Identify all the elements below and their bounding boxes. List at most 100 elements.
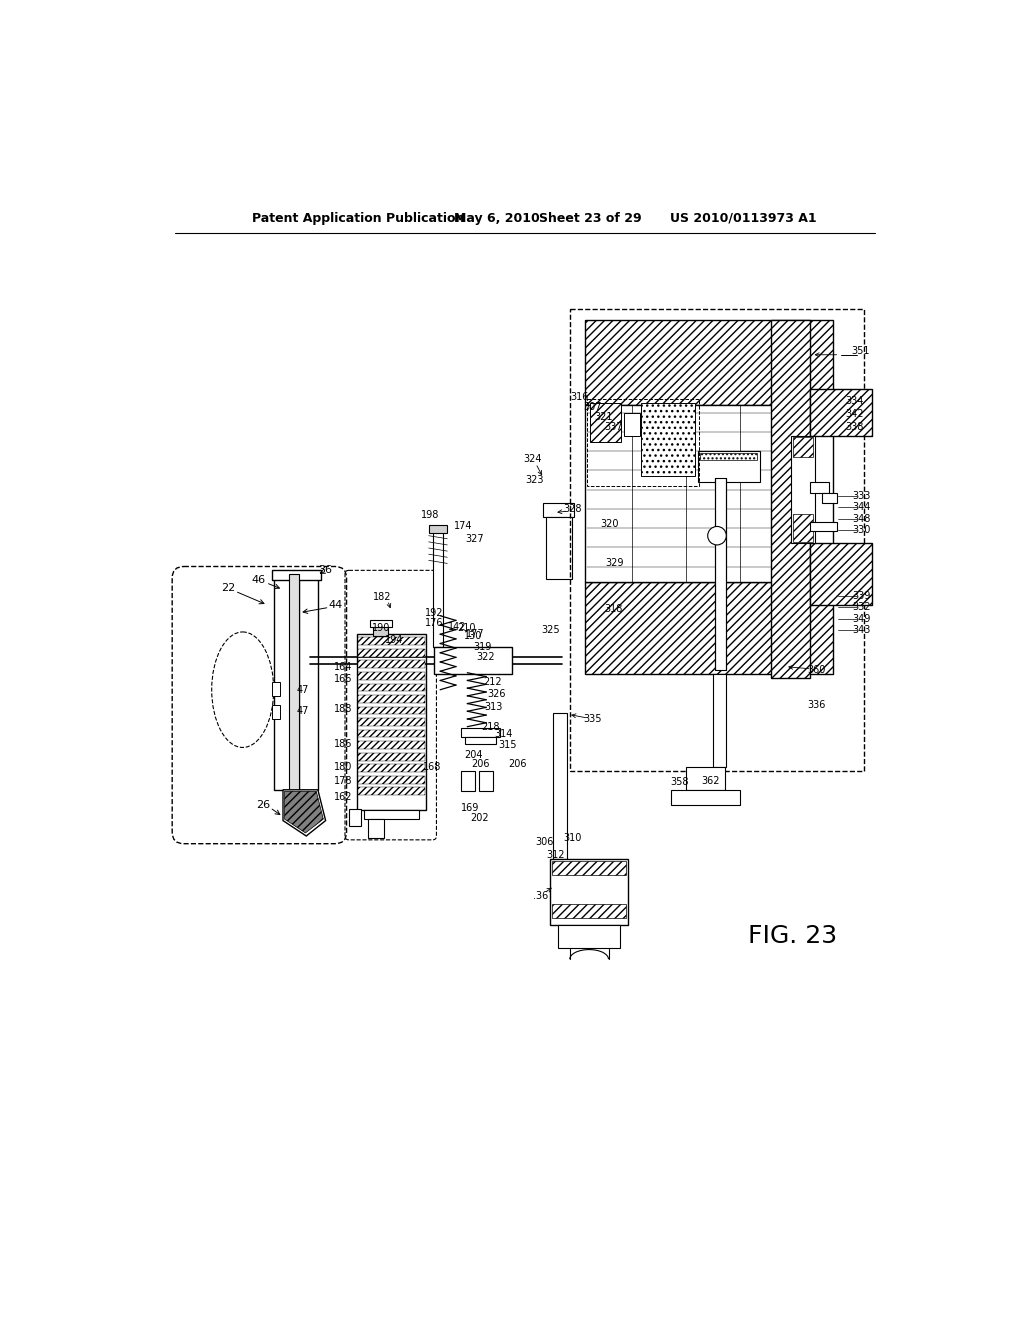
Text: 182: 182 xyxy=(373,593,391,602)
Text: 333: 333 xyxy=(852,491,870,500)
Text: 324: 324 xyxy=(523,454,542,463)
Bar xyxy=(810,521,838,531)
Bar xyxy=(810,389,872,436)
Bar xyxy=(700,453,758,461)
Text: 36: 36 xyxy=(318,565,333,576)
Text: 186: 186 xyxy=(335,739,352,748)
Bar xyxy=(713,675,726,767)
Bar xyxy=(429,525,447,533)
Bar xyxy=(358,649,425,656)
Text: 348: 348 xyxy=(852,513,870,524)
Bar xyxy=(465,738,496,743)
Bar xyxy=(358,696,425,702)
Bar xyxy=(641,404,695,477)
Bar xyxy=(552,904,627,917)
Bar xyxy=(715,478,726,671)
Bar xyxy=(272,705,280,719)
Bar xyxy=(358,776,425,784)
Text: 177: 177 xyxy=(466,630,484,639)
Text: 168: 168 xyxy=(423,762,441,772)
Bar xyxy=(358,718,425,726)
Bar xyxy=(569,309,864,771)
Text: 176: 176 xyxy=(425,618,443,628)
Text: Sheet 23 of 29: Sheet 23 of 29 xyxy=(539,213,641,224)
Text: 192: 192 xyxy=(425,607,443,618)
Text: .36: .36 xyxy=(534,891,549,902)
Text: 329: 329 xyxy=(605,557,624,568)
Text: 188: 188 xyxy=(335,704,352,714)
Text: 162: 162 xyxy=(334,792,352,803)
Text: 206: 206 xyxy=(471,759,489,770)
Text: 337: 337 xyxy=(604,422,623,432)
Text: 330: 330 xyxy=(852,525,870,536)
Text: 362: 362 xyxy=(701,776,720,785)
Bar xyxy=(590,404,621,442)
Bar xyxy=(686,767,725,789)
Text: 312: 312 xyxy=(547,850,565,861)
Text: 344: 344 xyxy=(852,502,870,512)
Text: 190: 190 xyxy=(372,623,390,634)
Text: 342: 342 xyxy=(846,409,864,418)
Text: May 6, 2010: May 6, 2010 xyxy=(454,213,540,224)
Text: 358: 358 xyxy=(671,777,689,787)
Bar xyxy=(793,437,813,457)
Bar xyxy=(358,660,425,668)
Ellipse shape xyxy=(212,632,273,747)
Text: 349: 349 xyxy=(852,614,870,624)
Bar xyxy=(461,729,500,738)
Bar xyxy=(697,451,760,482)
Bar xyxy=(433,528,442,647)
Text: 307: 307 xyxy=(584,403,602,412)
Text: 343: 343 xyxy=(852,626,870,635)
Text: 323: 323 xyxy=(525,475,544,486)
Text: 142: 142 xyxy=(449,622,467,631)
Text: US 2010/0113973 A1: US 2010/0113973 A1 xyxy=(671,213,817,224)
Text: 321: 321 xyxy=(595,412,613,422)
Bar xyxy=(586,321,834,405)
Bar xyxy=(272,570,321,579)
Text: 180: 180 xyxy=(335,762,352,772)
Text: 336: 336 xyxy=(807,700,825,710)
Text: 47: 47 xyxy=(296,706,308,717)
Bar xyxy=(553,713,566,859)
Text: FIG. 23: FIG. 23 xyxy=(748,924,838,948)
Text: 360: 360 xyxy=(807,665,825,676)
Text: 210: 210 xyxy=(458,623,476,634)
Text: 315: 315 xyxy=(499,741,517,750)
Bar xyxy=(558,924,621,948)
Bar xyxy=(273,574,293,789)
Text: 169: 169 xyxy=(461,803,479,813)
Text: 44: 44 xyxy=(329,601,343,610)
Text: 22: 22 xyxy=(221,583,236,593)
Bar xyxy=(793,515,813,543)
Text: 174: 174 xyxy=(454,521,472,532)
Bar xyxy=(358,672,425,680)
Circle shape xyxy=(708,527,726,545)
Text: 316: 316 xyxy=(570,392,589,403)
Text: 166: 166 xyxy=(335,675,352,684)
Bar xyxy=(356,635,426,809)
Text: 314: 314 xyxy=(494,730,512,739)
Text: 335: 335 xyxy=(584,714,602,723)
Bar xyxy=(349,809,360,826)
Text: 328: 328 xyxy=(563,504,582,513)
Bar xyxy=(370,620,391,627)
Text: Patent Application Publication: Patent Application Publication xyxy=(252,213,464,224)
Bar xyxy=(289,574,299,789)
Text: 47: 47 xyxy=(296,685,308,694)
Text: 338: 338 xyxy=(846,422,864,432)
Bar xyxy=(810,482,829,494)
Polygon shape xyxy=(283,789,326,836)
Bar xyxy=(671,789,740,805)
Text: 326: 326 xyxy=(486,689,506,698)
Text: 198: 198 xyxy=(421,510,439,520)
Polygon shape xyxy=(285,792,324,833)
Bar xyxy=(771,321,810,678)
Bar xyxy=(358,706,425,714)
Bar xyxy=(358,684,425,692)
Text: 351: 351 xyxy=(851,346,869,356)
Bar xyxy=(358,752,425,760)
Bar xyxy=(358,788,425,795)
Bar xyxy=(373,624,388,636)
Bar xyxy=(369,818,384,838)
